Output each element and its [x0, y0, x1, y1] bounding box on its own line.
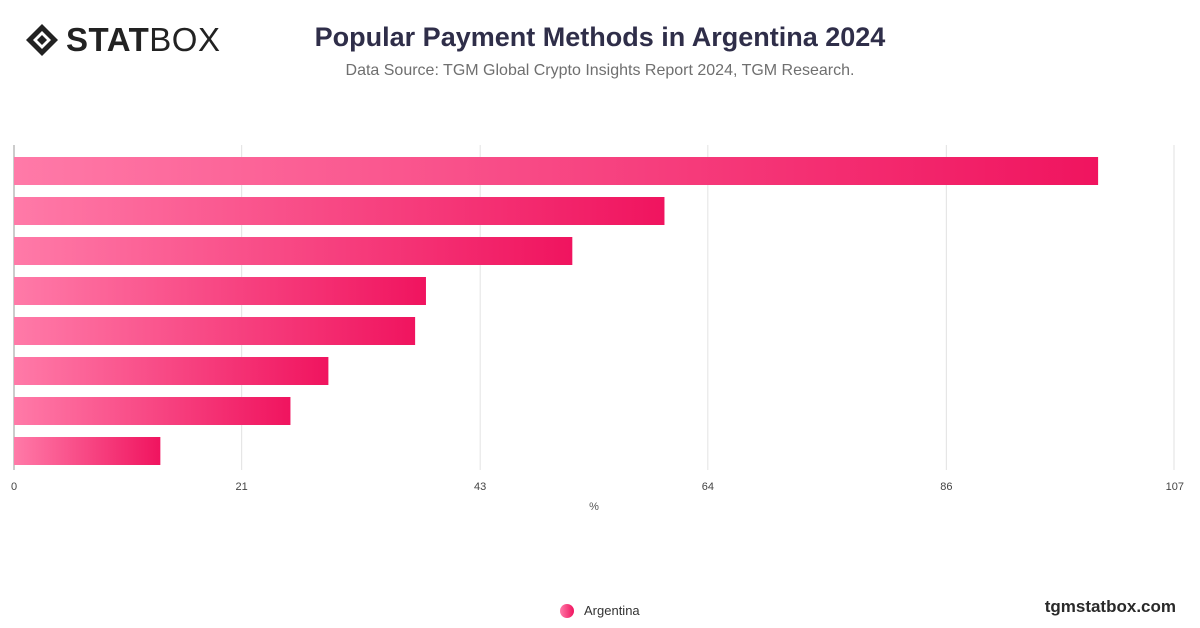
statbox-diamond-icon	[26, 24, 58, 56]
bar[interactable]	[14, 197, 665, 225]
x-axis-label: %	[589, 501, 599, 513]
x-tick-label: 107	[1166, 481, 1184, 493]
legend-marker	[560, 603, 574, 618]
legend[interactable]: Argentina	[560, 603, 640, 618]
bar[interactable]	[14, 277, 426, 305]
logo-text-bold: STAT	[66, 21, 150, 58]
logo-text-light: BOX	[149, 21, 221, 58]
x-tick-label: 0	[11, 481, 17, 493]
bar[interactable]	[14, 157, 1099, 185]
chart-title: Popular Payment Methods in Argentina 202…	[314, 22, 886, 52]
bar[interactable]	[14, 357, 329, 385]
site-watermark: tgmstatbox.com	[1044, 597, 1176, 616]
x-tick-label: 86	[940, 481, 952, 493]
chart-subtitle: Data Source: TGM Global Crypto Insights …	[345, 62, 855, 79]
bar[interactable]	[14, 237, 573, 265]
legend-label: Argentina	[584, 603, 640, 618]
x-tick-label: 21	[236, 481, 248, 493]
bar[interactable]	[14, 317, 416, 345]
statbox-logo: STATBOX	[24, 22, 220, 58]
x-tick-label: 43	[474, 481, 486, 493]
bar[interactable]	[14, 397, 291, 425]
logo-text: STATBOX	[66, 22, 220, 58]
x-tick-label: 64	[702, 481, 714, 493]
bar[interactable]	[14, 437, 161, 465]
